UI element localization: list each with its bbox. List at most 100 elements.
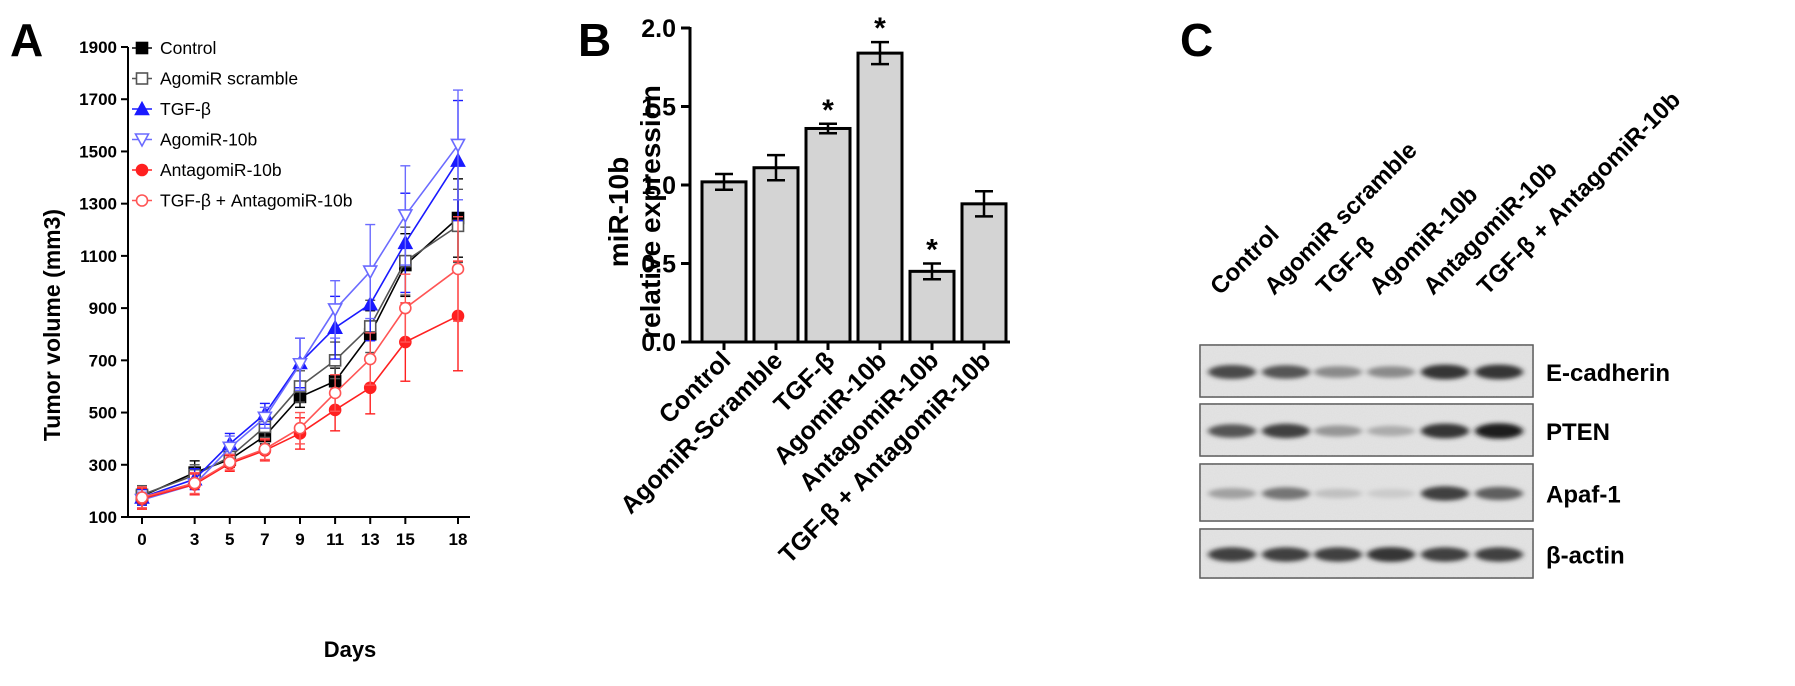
panel-c-band-group: [1208, 486, 1523, 501]
panel-a-x-tick-label: 15: [396, 530, 415, 549]
panel-a-legend-label: AntagomiR-10b: [160, 160, 282, 180]
panel-c-band: [1421, 547, 1469, 562]
panel-c-band: [1262, 365, 1310, 379]
panel-c-band: [1208, 547, 1256, 562]
panel-b-bar: [908, 269, 956, 344]
panel-a-legend-marker: [135, 41, 149, 55]
panel-a-x-tick-label: 13: [361, 530, 380, 549]
panel-c-band: [1475, 486, 1523, 501]
panel-c-letter: C: [1180, 14, 1213, 66]
panel-c-band: [1314, 488, 1362, 499]
panel-a-y-tick-label: 1300: [79, 195, 117, 214]
panel-c-band: [1314, 547, 1362, 562]
panel-c-band: [1421, 486, 1469, 501]
panel-c-blot-label: Apaf-1: [1546, 482, 1621, 509]
panel-c-band-group: [1208, 423, 1523, 439]
panel-a-letter: A: [10, 14, 43, 66]
panel-a-data-point: [327, 303, 343, 318]
panel-a-series-3: [134, 89, 466, 509]
panel-b-significance-mark: *: [926, 234, 938, 267]
panel-a-legend-label: AgomiR-10b: [160, 130, 257, 150]
panel-c-band: [1421, 364, 1469, 380]
panel-a-legend-marker: [134, 133, 150, 148]
panel-a-series-5: [135, 216, 465, 509]
panel-a-data-point: [188, 476, 201, 490]
panel-a-data-point: [328, 386, 342, 400]
panel-a-legend-item: TGF-β: [132, 99, 211, 119]
panel-c-band: [1367, 547, 1415, 562]
panel-b-y-tick-label: 1.0: [641, 172, 676, 200]
panel-a-data-point: [451, 262, 465, 276]
panel-a-legend-marker: [135, 194, 149, 207]
panel-a-y-tick-label: 900: [89, 299, 117, 318]
panel-a-y-tick-label: 500: [89, 404, 117, 423]
panel-b-bar: [752, 166, 800, 344]
panel-a-y-tick-label: 100: [89, 508, 117, 527]
panel-a-data-point: [223, 455, 237, 469]
panel-a-y-tick-label: 1900: [79, 38, 117, 57]
panel-a-legend-label: TGF-β: [160, 99, 211, 119]
panel-a-legend-marker: [135, 163, 149, 177]
panel-c-band: [1367, 366, 1415, 378]
panel-a-x-tick-label: 3: [190, 530, 199, 549]
panel-c-blot-0: E-cadherin: [1199, 344, 1670, 398]
panel-b-significance-mark: *: [822, 94, 834, 127]
panel-b-bar-chart: 0.00.51.01.52.0 ControlAgomiR-Scramble*T…: [603, 12, 1010, 569]
panel-a-legend-item: AgomiR-10b: [132, 130, 257, 150]
panel-c-blot-3: β-actin: [1199, 528, 1625, 579]
panel-c-blot-label: E-cadherin: [1546, 360, 1670, 387]
panel-b-letter: B: [578, 14, 611, 66]
panel-c-band: [1314, 366, 1362, 378]
panel-a-data-point: [221, 441, 238, 456]
panel-c-band: [1475, 423, 1523, 439]
panel-a-y-tick-label: 1100: [80, 247, 117, 266]
panel-a-data-point: [397, 209, 414, 224]
panel-b-bar: [700, 180, 748, 344]
panel-a-x-tick-label: 18: [449, 530, 468, 549]
panel-a-legend-item: TGF-β + AntagomiR-10b: [132, 191, 352, 211]
panel-c-band: [1262, 423, 1310, 439]
panel-a-data-point: [362, 265, 379, 280]
panel-c-blot-label: PTEN: [1546, 419, 1610, 446]
panel-a-ylabel: Tumor volume (mm3): [39, 209, 65, 441]
panel-c-band: [1208, 488, 1256, 499]
panel-c-band-group: [1208, 547, 1523, 562]
panel-a-data-point: [258, 442, 272, 456]
panel-a-xlabel: Days: [324, 637, 377, 662]
panel-a-data-point: [450, 138, 466, 154]
panel-a-data-point: [293, 421, 307, 435]
panel-c-lane-label: TGF-β + AntagomiR-10b: [1472, 86, 1686, 300]
panel-c-band: [1421, 423, 1469, 439]
panel-a-x-tick-label: 5: [225, 530, 234, 549]
panel-a-legend-label: Control: [160, 38, 216, 58]
panel-c-band: [1208, 424, 1256, 438]
panel-b-y-tick-label: 0.5: [641, 251, 676, 279]
panel-c-blot-1: PTEN: [1199, 403, 1610, 457]
panel-a-y-tick-label: 1700: [79, 90, 117, 109]
panel-a-legend-marker: [135, 72, 149, 85]
panel-a-x-tick-label: 7: [260, 530, 269, 549]
panel-c-band-group: [1208, 364, 1523, 380]
panel-a-legend: Control AgomiR scramble TGF-β AgomiR-10b Ant…: [132, 38, 352, 211]
panel-c-band: [1262, 547, 1310, 562]
panel-a-data-point: [363, 352, 377, 366]
panel-c-band: [1367, 488, 1415, 499]
panel-a-data-point: [257, 411, 273, 426]
panel-a-axes: 100 300 500 700 900 1100 1300 1500 1700 1900 0 3 5 7 9…: [79, 38, 470, 549]
panel-a-data-point: [399, 301, 412, 315]
panel-a-legend-label: AgomiR scramble: [160, 69, 298, 89]
panel-a-legend-item: AgomiR scramble: [132, 69, 298, 89]
panel-c-band: [1208, 365, 1256, 379]
panel-c-band: [1475, 364, 1523, 380]
panel-b-y-tick-label: 1.5: [641, 94, 676, 122]
panel-a-x-tick-label: 11: [326, 530, 344, 549]
panel-c-band: [1262, 487, 1310, 500]
panel-a-data-point: [135, 491, 149, 504]
panel-a-x-tick-label: 9: [295, 530, 304, 549]
panel-c-blot-2: Apaf-1: [1199, 463, 1621, 522]
panel-a-series: [134, 89, 466, 510]
